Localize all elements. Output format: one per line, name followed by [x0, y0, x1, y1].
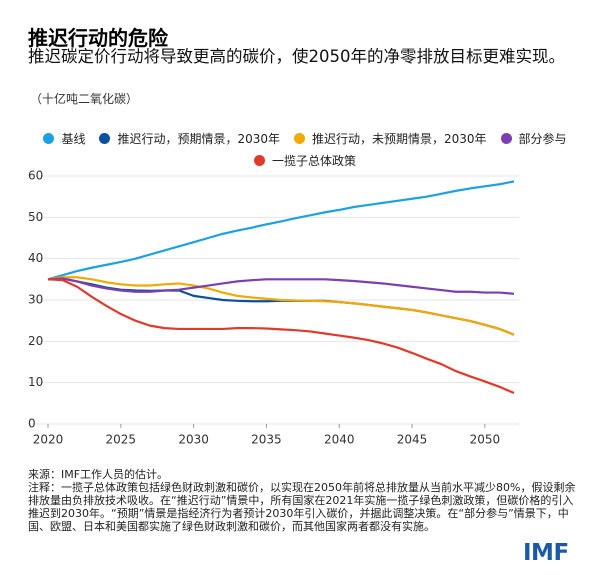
- notes: 来源：IMF工作人员的估计。 注释：一揽子总体政策包括绿色财政刺激和碳价，以实现…: [28, 468, 576, 533]
- legend-swatch: [500, 133, 512, 144]
- x-tick-label: 2045: [397, 433, 428, 447]
- series-line: [47, 277, 515, 295]
- legend-item: 推迟行动，未预期情景，2030年: [294, 130, 487, 147]
- x-tick-label: 2030: [178, 433, 209, 447]
- y-tick-label: 10: [28, 375, 43, 389]
- y-tick-label: 60: [28, 169, 43, 183]
- x-tick-label: 2040: [324, 433, 355, 447]
- y-axis-label: （十亿吨二氧化碳）: [30, 92, 139, 106]
- legend-label: 一揽子总体政策: [271, 154, 356, 168]
- series-line: [47, 277, 515, 336]
- legend-label: 推迟行动，预期情景，2030年: [117, 132, 280, 146]
- y-tick-label: 50: [28, 210, 43, 224]
- series-line: [47, 276, 515, 336]
- legend-label: 推迟行动，未预期情景，2030年: [312, 132, 487, 146]
- y-tick-label: 40: [28, 251, 43, 265]
- legend-swatch: [294, 133, 305, 144]
- legend-swatch: [253, 155, 265, 166]
- y-tick-label: 30: [28, 293, 43, 307]
- legend-swatch: [99, 133, 111, 144]
- y-tick-label: 20: [28, 334, 43, 348]
- legend-item: 部分参与: [500, 130, 567, 147]
- y-tick-label: 0: [28, 417, 36, 431]
- x-tick-label: 2020: [33, 433, 64, 447]
- logo: IMF: [523, 540, 569, 566]
- x-tick-label: 2035: [251, 433, 282, 447]
- chart-subtitle: 推迟碳定价行动将导致更高的碳价，使2050年的净零排放目标更难实现。: [28, 47, 565, 66]
- legend-item: 推迟行动，预期情景，2030年: [99, 130, 280, 147]
- legend-label: 基线: [61, 132, 86, 146]
- note: 注释：一揽子总体政策包括绿色财政刺激和碳价，以实现在2050年前将总排放量从当前…: [28, 481, 576, 533]
- legend-label: 部分参与: [518, 132, 567, 146]
- source: 来源：IMF工作人员的估计。: [28, 468, 169, 481]
- legend-item: 基线: [43, 130, 85, 147]
- series-line: [47, 278, 515, 395]
- x-tick-label: 2025: [106, 433, 137, 447]
- chart-title: 推迟行动的危险: [28, 26, 168, 50]
- legend: 基线 推迟行动，预期情景，2030年 推迟行动，未预期情景，2030年 部分参与一揽子…: [30, 130, 580, 169]
- legend-item: 一揽子总体政策: [253, 152, 356, 169]
- x-tick-label: 2050: [470, 433, 501, 447]
- legend-swatch: [43, 133, 55, 144]
- series-line: [47, 180, 515, 281]
